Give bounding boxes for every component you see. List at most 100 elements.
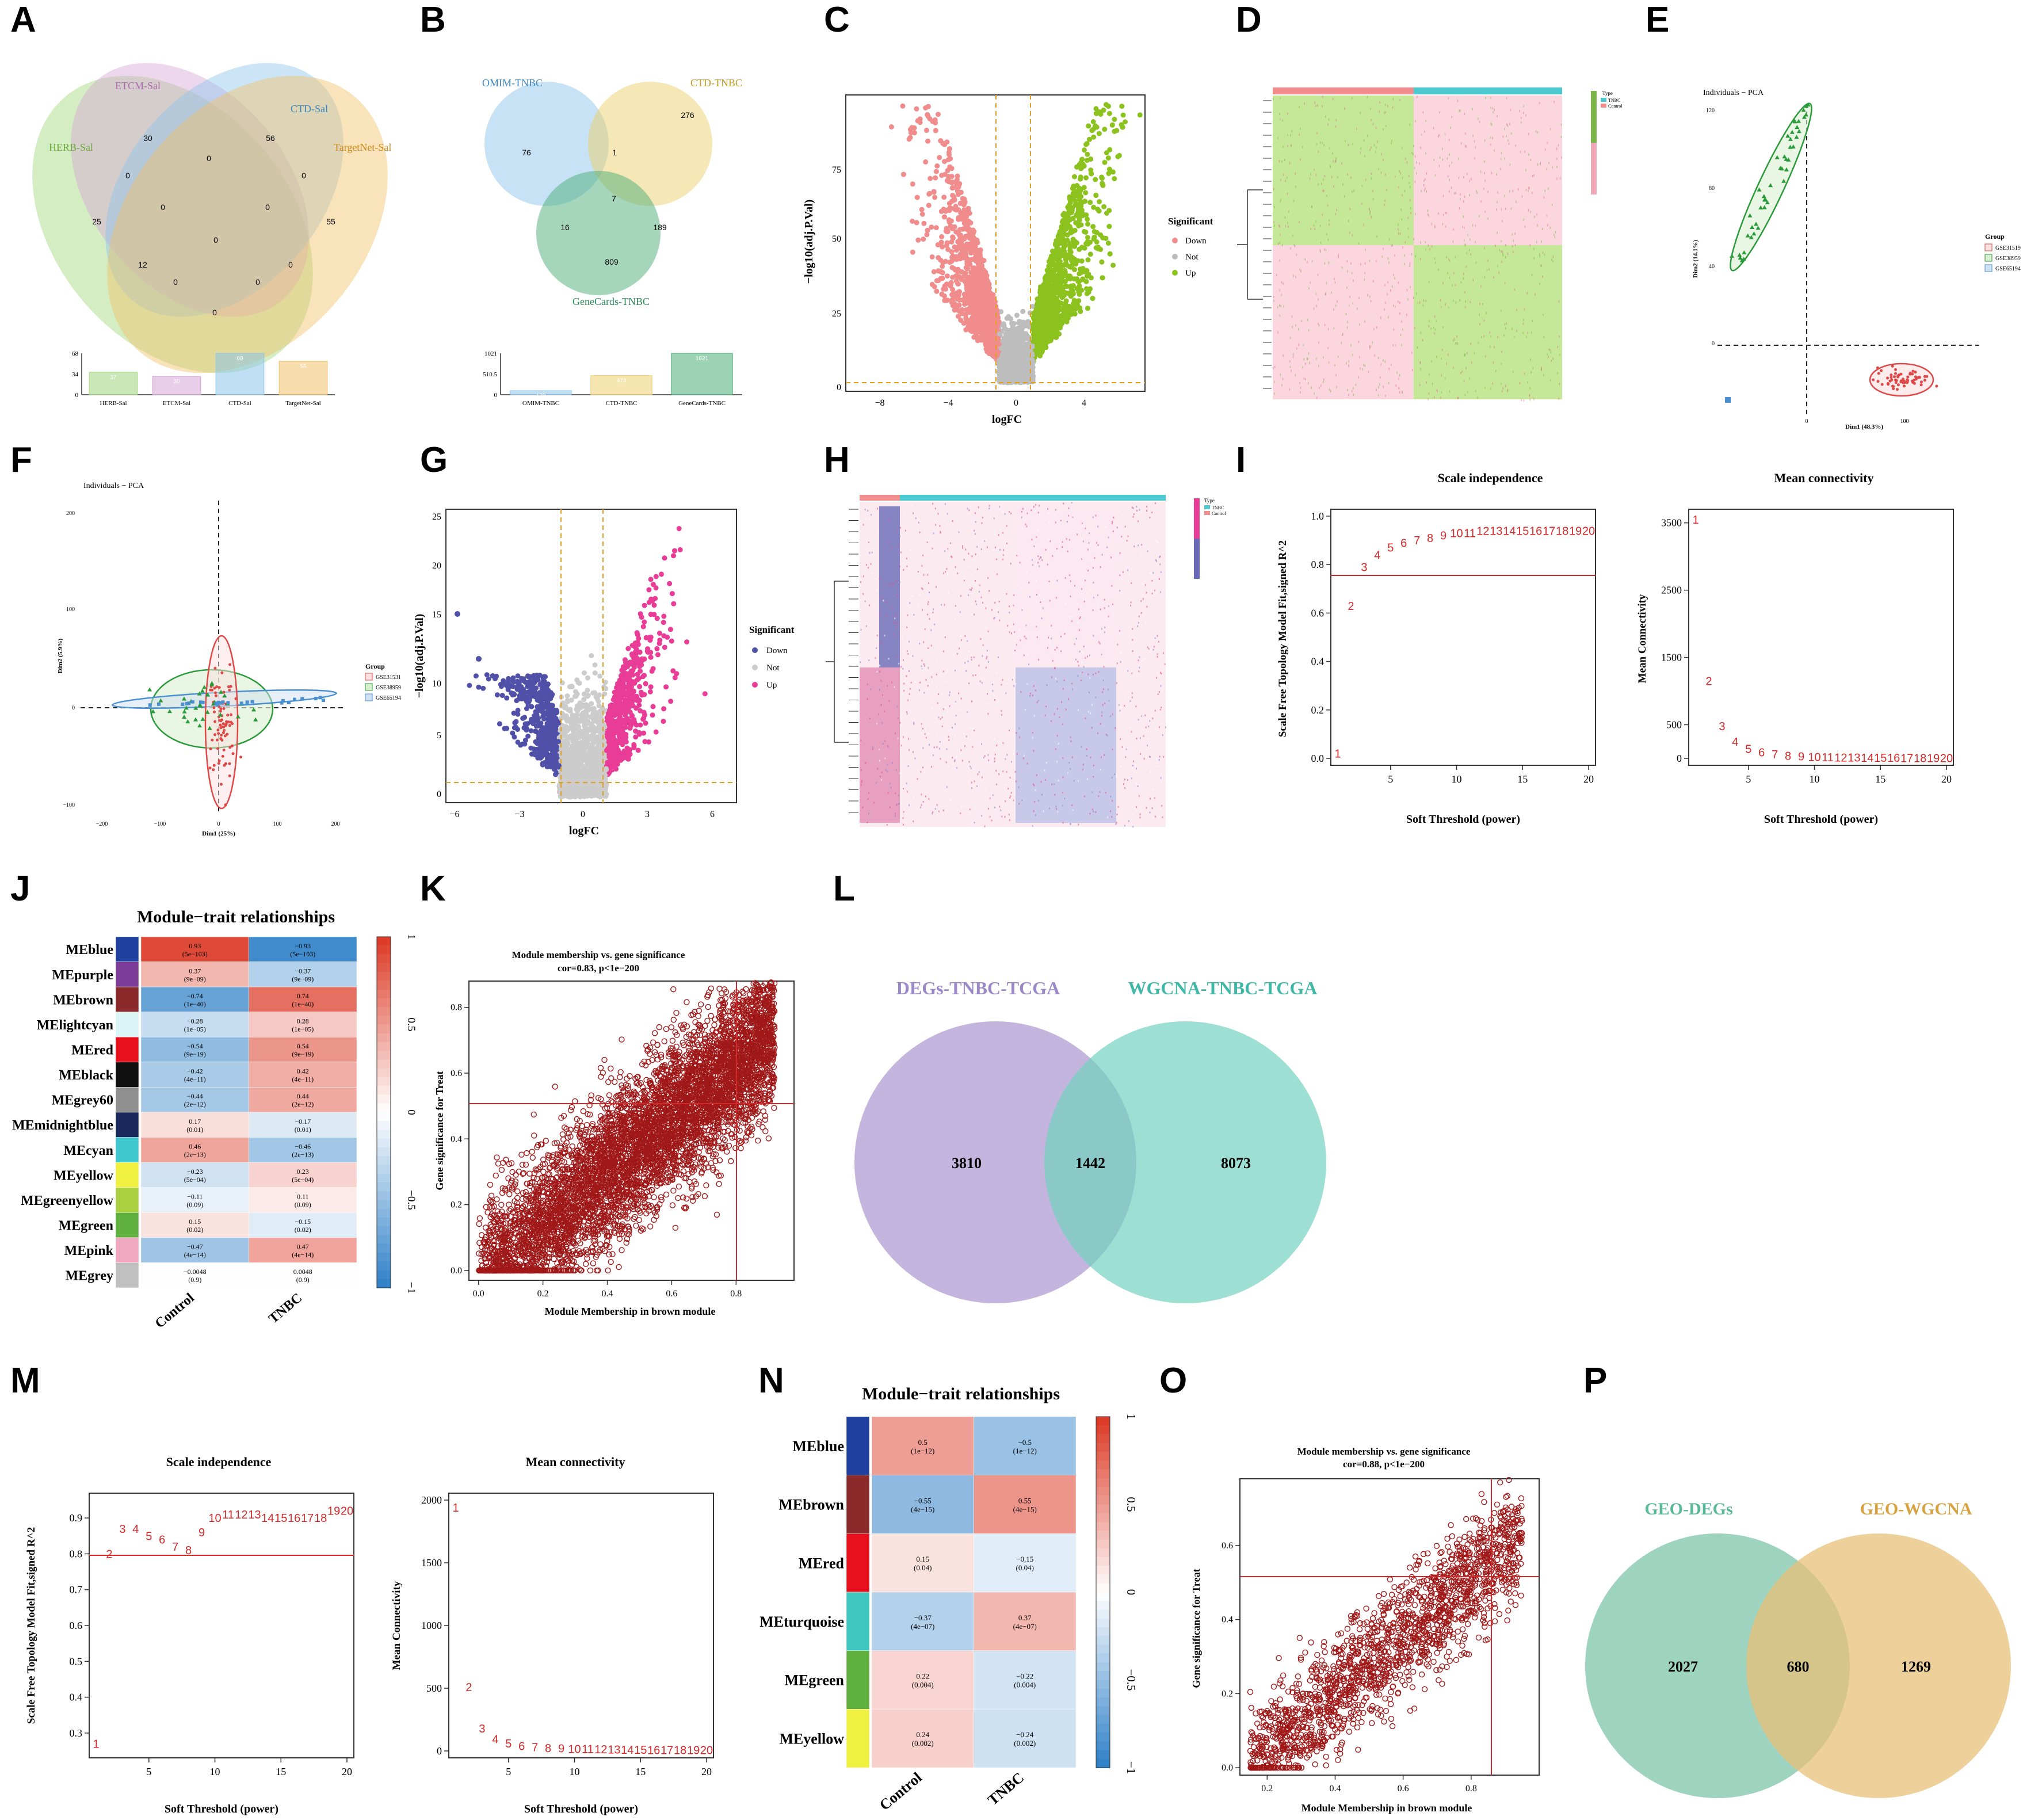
volcano-point — [1090, 127, 1096, 132]
heatmap-cell — [1522, 331, 1524, 334]
volcano-point — [978, 324, 983, 330]
heatmap-cell — [1379, 110, 1380, 113]
heatmap-cell — [1416, 292, 1417, 295]
heatmap-cell — [1402, 194, 1403, 197]
heatmap-cell — [1453, 339, 1454, 342]
heatmap-cell — [1365, 249, 1366, 251]
heatmap-cell — [1497, 336, 1498, 339]
heatmap-cell — [1410, 186, 1411, 189]
bar-y-tick: 34 — [72, 371, 79, 378]
x-tick: 0 — [1014, 398, 1018, 408]
heatmap-cell — [1384, 104, 1386, 106]
heatmap-cell — [1532, 320, 1533, 323]
heatmap-cell — [1281, 244, 1283, 247]
volcano-point — [1018, 323, 1024, 329]
heatmap-cell — [1420, 241, 1421, 244]
heatmap-cell — [1442, 326, 1444, 329]
heatmap-cell — [1533, 257, 1535, 260]
heatmap-cell — [1414, 327, 1415, 330]
heatmap-cell — [1322, 105, 1323, 108]
pca-point — [1911, 380, 1914, 384]
heatmap-cell — [1371, 172, 1372, 175]
volcano-point — [1054, 319, 1059, 325]
heatmap-cell — [1364, 272, 1366, 274]
heatmap-cell — [1411, 253, 1413, 256]
heatmap-cell — [1351, 390, 1353, 392]
volcano-point — [1064, 311, 1070, 316]
volcano-point — [999, 353, 1005, 359]
venn-count: 0 — [173, 277, 178, 287]
heatmap-cell — [1415, 255, 1417, 258]
heatmap-cell — [1554, 234, 1555, 236]
panel-letter-j: J — [10, 869, 30, 909]
volcano-point — [953, 273, 959, 278]
heatmap-block — [1273, 245, 1414, 399]
heatmap-cell — [1330, 390, 1331, 392]
heatmap-cell — [1398, 377, 1399, 380]
x-tick: 4 — [1082, 398, 1086, 408]
bar-value-label: 100 — [536, 393, 546, 399]
volcano-point — [1005, 359, 1010, 365]
heatmap-cell — [1334, 161, 1335, 163]
heatmap-cell — [1378, 386, 1379, 388]
volcano-c-points — [888, 102, 1143, 386]
volcano-point — [1016, 343, 1022, 349]
volcano-point — [1072, 311, 1078, 317]
heatmap-cell — [1400, 208, 1402, 211]
venn-count: 16 — [560, 223, 570, 232]
heatmap-cell — [1507, 388, 1509, 391]
volcano-point — [1020, 356, 1025, 361]
heatmap-cell — [1383, 359, 1384, 362]
heatmap-cell — [1464, 113, 1465, 116]
heatmap-cell — [1533, 174, 1535, 177]
heatmap-cell — [1417, 346, 1418, 349]
pca-point — [1905, 381, 1909, 384]
volcano-point — [1025, 353, 1030, 358]
heatmap-cell — [1489, 331, 1490, 334]
volcano-point — [944, 297, 950, 303]
heatmap-cell — [1409, 262, 1411, 265]
venn-genecards-circle — [536, 171, 661, 295]
volcano-point — [908, 130, 914, 136]
heatmap-cell — [1529, 387, 1530, 390]
heatmap-cell — [1439, 111, 1440, 114]
volcano-point — [932, 117, 938, 123]
heatmap-cell — [1425, 178, 1426, 181]
heatmap-cell — [1427, 209, 1428, 212]
volcano-point — [998, 345, 1004, 351]
heatmap-cell — [1367, 294, 1368, 296]
venn-count: 276 — [681, 110, 694, 120]
heatmap-cell — [1399, 232, 1401, 235]
heatmap-cell — [1441, 374, 1442, 377]
heatmap-cell — [1482, 303, 1483, 306]
volcano-point — [1067, 275, 1073, 281]
heatmap-cell — [1398, 228, 1399, 231]
venn-etcm-ellipse — [71, 63, 309, 317]
venn-label-herb: HERB-Sal — [49, 142, 93, 153]
heatmap-cell — [1559, 177, 1561, 180]
heatmap-cell — [1522, 112, 1524, 115]
heatmap-cell — [1478, 341, 1479, 344]
volcano-point — [1091, 234, 1097, 240]
bar-value-label: 37 — [110, 375, 117, 381]
volcano-point — [998, 376, 1003, 382]
heatmap-cell — [1463, 215, 1464, 218]
volcano-point — [1079, 258, 1085, 264]
heatmap-cell — [1315, 220, 1316, 223]
volcano-point — [939, 291, 945, 297]
heatmap-cell — [1412, 369, 1413, 372]
volcano-point — [1090, 224, 1096, 230]
volcano-point — [947, 156, 953, 162]
volcano-point — [1083, 142, 1089, 147]
volcano-point — [1104, 150, 1109, 155]
volcano-point — [925, 138, 931, 144]
heatmap-cell — [1422, 111, 1424, 114]
heatmap-cell — [1296, 347, 1297, 350]
heatmap-cell — [1548, 348, 1550, 351]
heatmap-cell — [1499, 249, 1500, 251]
volcano-point — [1119, 104, 1125, 109]
heatmap-cell — [1310, 281, 1311, 284]
heatmap-cell — [1420, 147, 1421, 149]
pca-point — [1876, 366, 1879, 369]
volcano-point — [986, 310, 992, 315]
